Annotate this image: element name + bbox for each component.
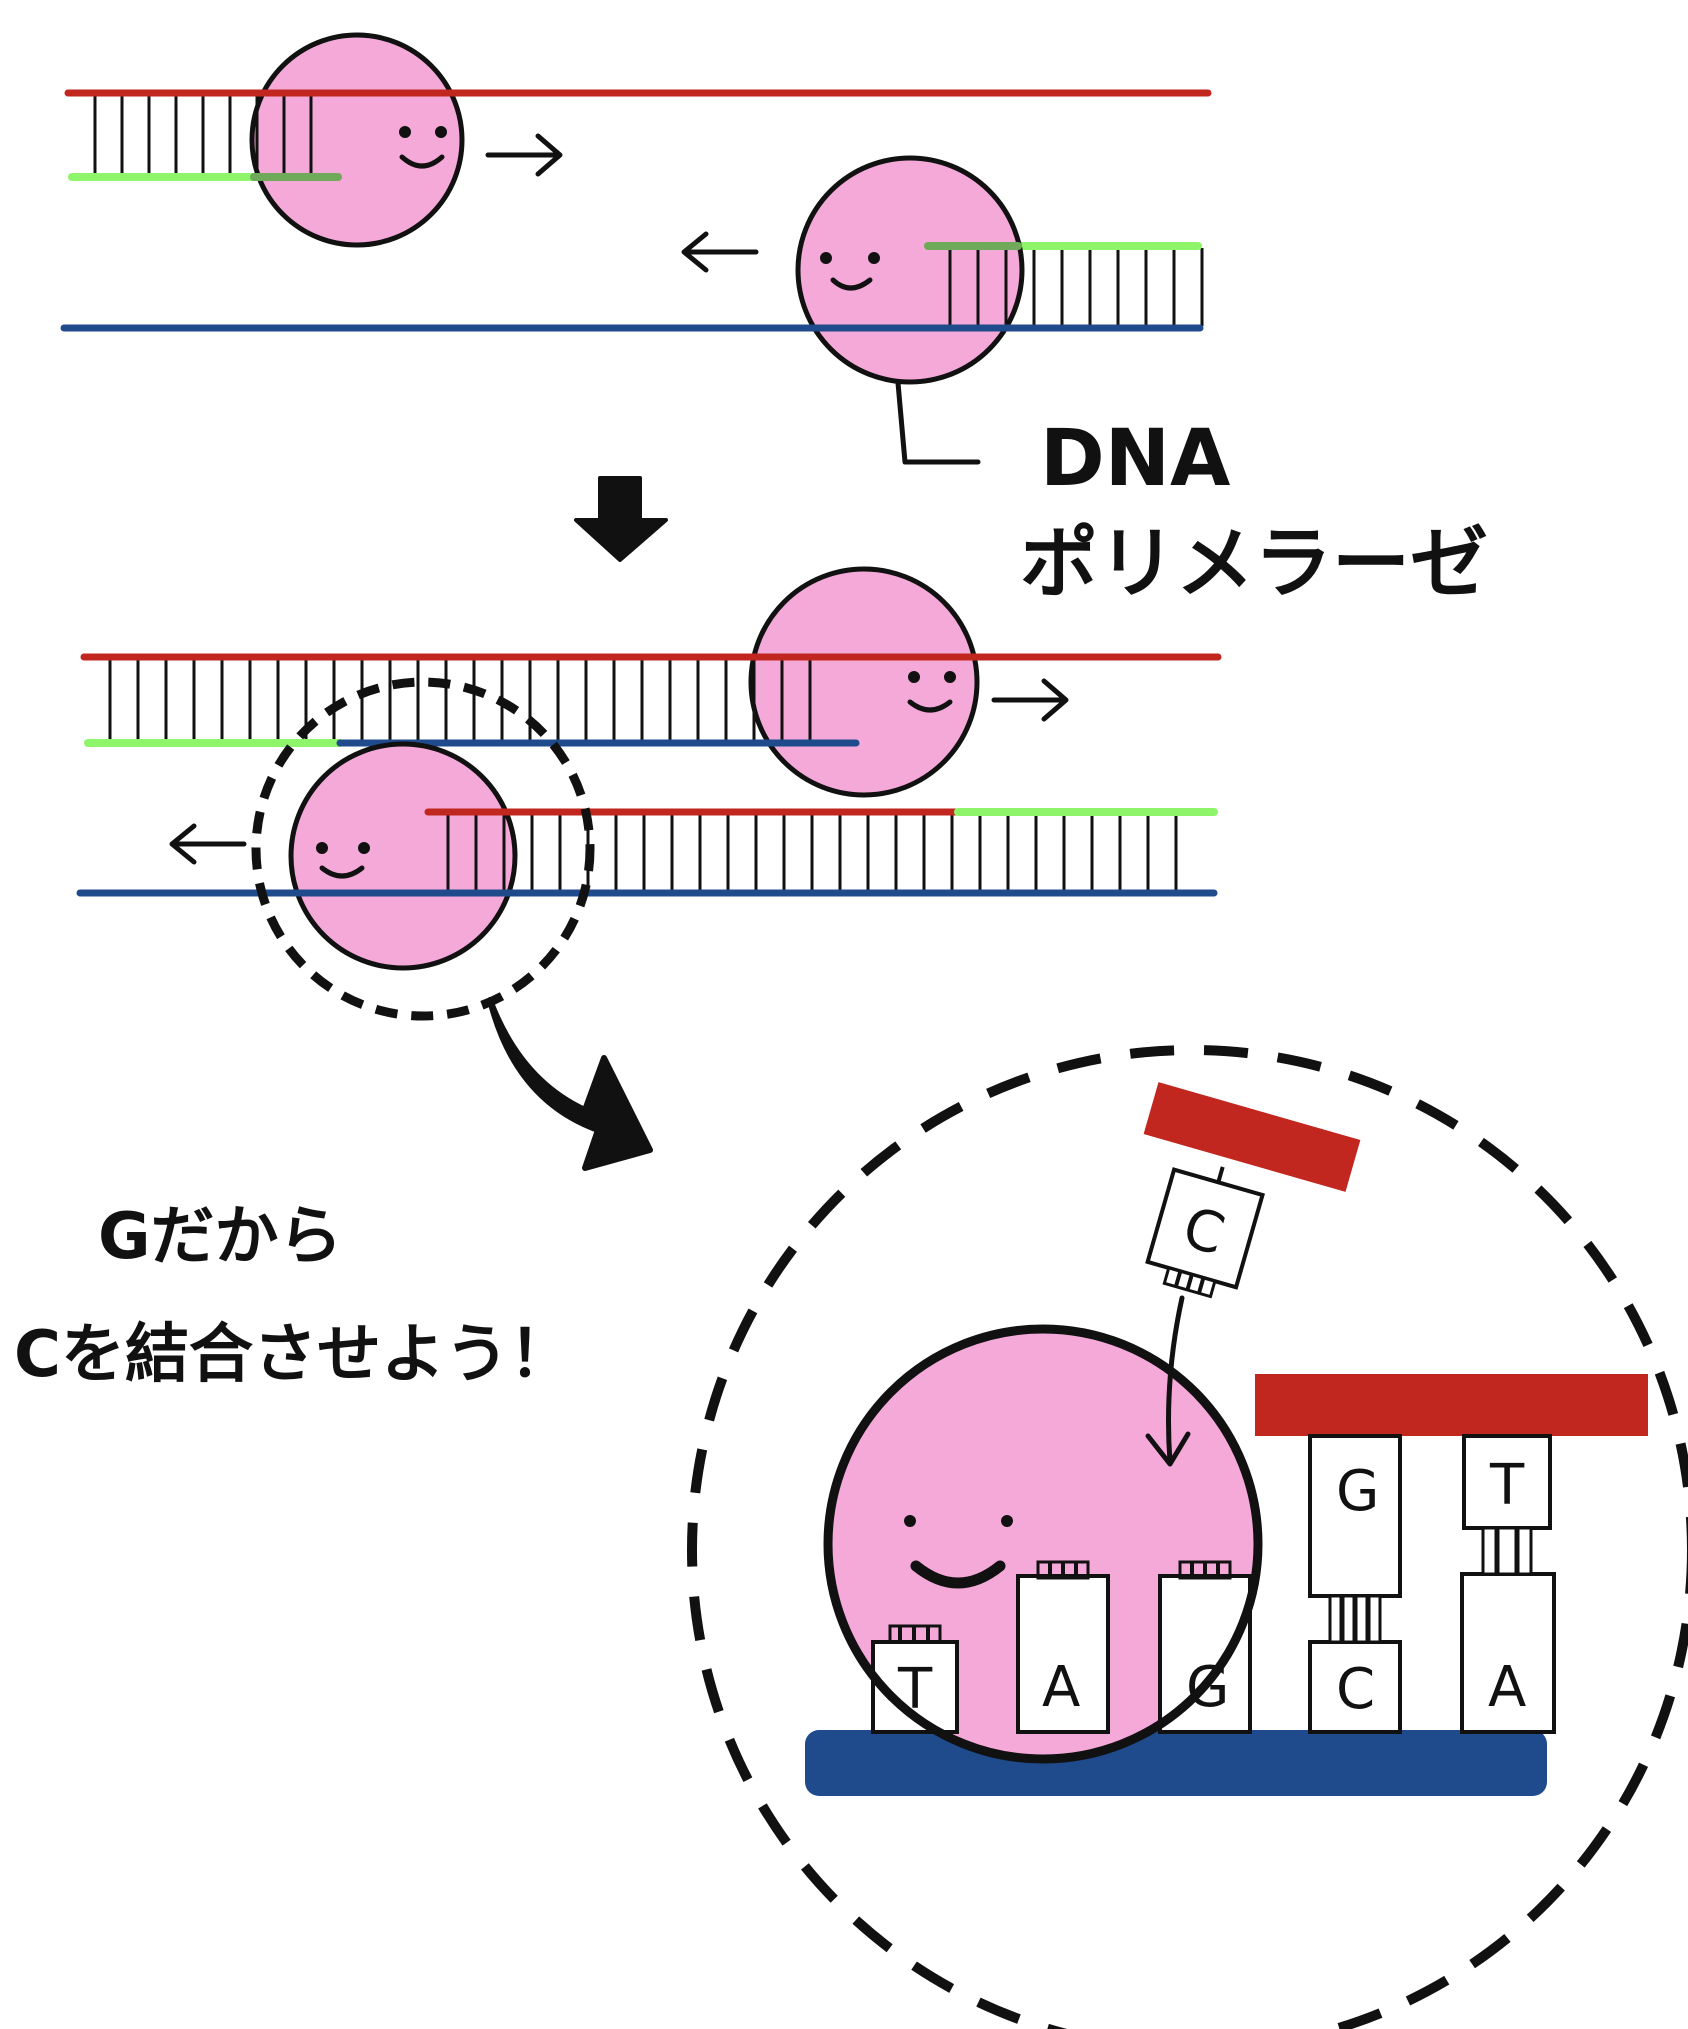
stage-1 xyxy=(60,32,1212,465)
t-a-bond xyxy=(1481,1526,1533,1576)
speech-line-2: Cを結合させよう！ xyxy=(14,1318,573,1392)
incoming-nucleotide-c: C xyxy=(1145,1166,1265,1299)
right-arrow-icon xyxy=(991,678,1069,722)
base-c-bottom: C xyxy=(1308,1640,1402,1734)
rungs-in-polymerase-1 xyxy=(255,95,313,177)
left-arrow-icon xyxy=(681,231,759,273)
base-label: A xyxy=(1488,1655,1526,1720)
insert-arrow-icon xyxy=(1145,1295,1191,1467)
base-label: G xyxy=(1336,1459,1379,1524)
curved-arrow-icon xyxy=(487,997,653,1171)
label-dna: DNA xyxy=(1040,414,1230,504)
zoom-circle xyxy=(687,1045,1688,2029)
base-t-top: T xyxy=(1462,1434,1552,1530)
label-pointer-line xyxy=(895,380,981,465)
right-arrow-icon xyxy=(485,133,563,177)
left-arrow-icon xyxy=(169,823,247,865)
incoming-red-fragment xyxy=(1143,1082,1361,1192)
base-label: T xyxy=(1489,1453,1525,1518)
polymerase-3 xyxy=(748,566,980,798)
stage-2 xyxy=(76,566,1222,1021)
speech-caption: Gだから Cを結合させよう！ xyxy=(14,1200,573,1392)
smiley-face-icon xyxy=(907,671,956,713)
base-a-bottom: A xyxy=(1016,1560,1110,1734)
polymerase-zoom-outline xyxy=(823,1324,1263,1764)
smiley-face-icon xyxy=(399,126,447,169)
down-arrow-icon xyxy=(574,476,668,562)
polymerase-4 xyxy=(288,741,518,971)
rungs-lower-duplex xyxy=(446,812,1178,892)
base-g-bottom: G xyxy=(1158,1560,1252,1734)
rungs-in-polymerase-2 xyxy=(948,248,1008,326)
rungs-upper-duplex xyxy=(108,660,812,742)
polymerase-label: DNA ポリメラーゼ xyxy=(1020,414,1488,609)
base-g-top: G xyxy=(1308,1434,1402,1598)
base-a-bottom-2: A xyxy=(1460,1572,1556,1734)
smiley-face-icon xyxy=(820,252,880,291)
polymerase-2 xyxy=(795,155,1025,385)
zoom-detail: T A G C A G xyxy=(687,1045,1688,2029)
base-label: C xyxy=(1336,1657,1375,1722)
blue-backbone xyxy=(805,1730,1547,1796)
g-c-bond xyxy=(1328,1594,1382,1644)
zoom-source-circle xyxy=(251,677,595,1021)
base-label: A xyxy=(1042,1655,1080,1720)
speech-line-1: Gだから xyxy=(98,1200,343,1274)
red-strand-chunk xyxy=(1255,1374,1648,1436)
label-polymerase: ポリメラーゼ xyxy=(1020,519,1488,609)
smiley-face-icon xyxy=(316,842,370,879)
rungs-in-polymerase-4 xyxy=(446,812,506,892)
smiley-face-icon xyxy=(904,1515,1013,1589)
polymerase-1 xyxy=(249,32,465,248)
rungs-in-polymerase-3 xyxy=(752,660,812,742)
